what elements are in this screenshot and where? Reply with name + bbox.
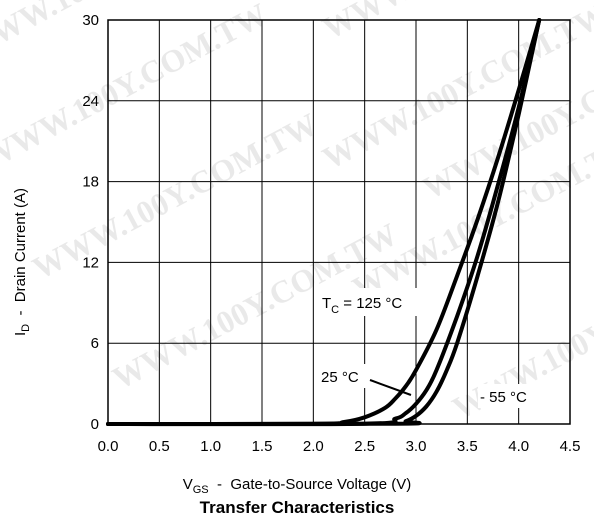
svg-text:TC = 125 °C: TC = 125 °C [322,295,402,316]
x-tick-label: 1.5 [252,438,273,455]
annotation-125c: TC = 125 °C [318,288,428,316]
annotation-125c-sub: C [331,304,339,316]
x-tick-label: 2.0 [303,438,324,455]
annotation-minus55c-label: - 55 °C [480,389,527,406]
x-axis-dash: - [216,476,222,493]
y-tick-label: 12 [82,254,99,271]
y-tick-labels: 0 6 12 18 24 30 [82,12,99,433]
x-axis-label: VGS - Gate-to-Source Voltage (V) [0,476,594,496]
annotation-25c: 25 °C [318,364,412,396]
x-axis-sub: GS [192,484,209,496]
x-tick-label: 3.0 [406,438,427,455]
annotation-125c-symbol: T [322,295,331,312]
y-tick-label: 18 [82,174,99,191]
x-tick-label: 4.5 [560,438,581,455]
x-tick-label: 0.0 [98,438,119,455]
x-tick-label: 1.0 [200,438,221,455]
y-axis-text: Drain Current (A) [12,187,29,303]
y-tick-label: 6 [91,335,99,352]
chart-title: Transfer Characteristics [199,498,395,517]
plot-frame [107,19,571,425]
y-tick-label: 24 [82,93,99,110]
y-tick-label: 30 [82,12,99,29]
watermark-layer: WWW.100Y.COM.TW WWW.100Y.COM.TWWWW.100Y.C… [0,0,594,426]
y-axis-sub: D [20,323,32,332]
y-axis-label: ID - Drain Current (A) [12,188,32,336]
x-axis-text: Gate-to-Source Voltage (V) [230,476,412,493]
x-tick-label: 3.5 [457,438,478,455]
x-tick-labels: 0.0 0.5 1.0 1.5 2.0 2.5 3.0 3.5 4.0 4.5 [98,438,581,455]
x-axis-symbol: V [182,476,193,493]
y-tick-label: 0 [91,416,99,433]
x-tick-label: 4.0 [508,438,529,455]
y-axis-symbol: I [12,331,29,337]
annotation-minus55c: - 55 °C [478,384,540,408]
annotation-125c-rest: = 125 °C [339,295,402,312]
y-axis-dash: - [12,310,29,316]
x-tick-label: 0.5 [149,438,170,455]
annotation-25c-label: 25 °C [321,369,359,386]
x-tick-label: 2.5 [354,438,375,455]
annotation-25c-leader [369,379,412,396]
